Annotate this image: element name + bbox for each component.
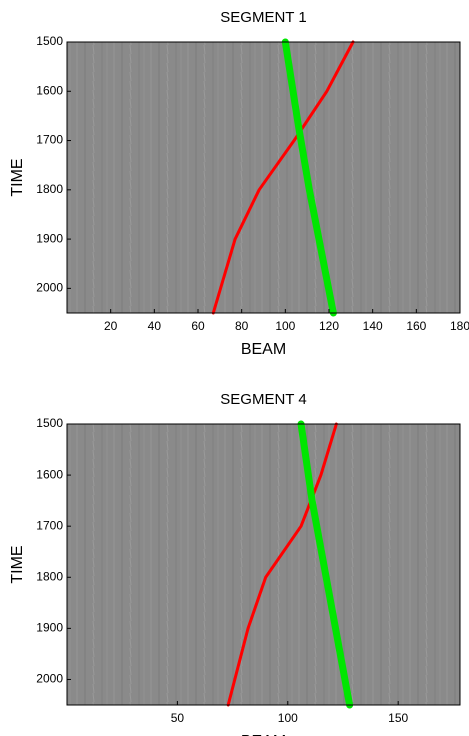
- y-tick-label: 1500: [36, 34, 63, 48]
- x-axis-label: BEAM: [241, 733, 286, 736]
- y-tick-label: 1800: [36, 569, 63, 583]
- data-line: [226, 422, 338, 707]
- chart-title: SEGMENT 1: [220, 9, 306, 26]
- x-tick-label: 50: [171, 711, 185, 725]
- x-tick-label: 80: [235, 319, 249, 333]
- y-tick-label: 1700: [36, 133, 63, 147]
- y-tick-label: 1600: [36, 467, 63, 481]
- y-tick-label: 1900: [36, 231, 63, 245]
- data-line: [281, 38, 337, 317]
- y-tick-label: 1600: [36, 83, 63, 97]
- x-tick-label: 60: [191, 319, 205, 333]
- plot-frame: [66, 41, 461, 314]
- chart-title: SEGMENT 4: [220, 391, 306, 408]
- y-tick-label: 1500: [36, 416, 63, 430]
- y-tick-label: 1700: [36, 518, 63, 532]
- x-tick-label: 40: [148, 319, 162, 333]
- x-tick-label: 180: [450, 319, 469, 333]
- plot-frame: [66, 423, 461, 706]
- x-tick-label: 140: [363, 319, 383, 333]
- x-axis-label: BEAM: [241, 341, 286, 358]
- y-tick-label: 1900: [36, 621, 63, 635]
- y-tick-label: 2000: [36, 672, 63, 686]
- x-tick-label: 20: [104, 319, 118, 333]
- x-tick-label: 100: [278, 711, 298, 725]
- x-tick-label: 100: [275, 319, 295, 333]
- y-axis-label: TIME: [9, 545, 26, 583]
- x-tick-label: 150: [388, 711, 408, 725]
- y-axis-label: TIME: [9, 158, 26, 196]
- plot-background: [67, 424, 460, 705]
- plot-background: [67, 42, 460, 313]
- x-tick-label: 120: [319, 319, 339, 333]
- data-line: [211, 40, 355, 315]
- y-tick-label: 2000: [36, 281, 63, 295]
- data-line: [297, 420, 354, 709]
- y-tick-label: 1800: [36, 182, 63, 196]
- x-tick-label: 160: [406, 319, 426, 333]
